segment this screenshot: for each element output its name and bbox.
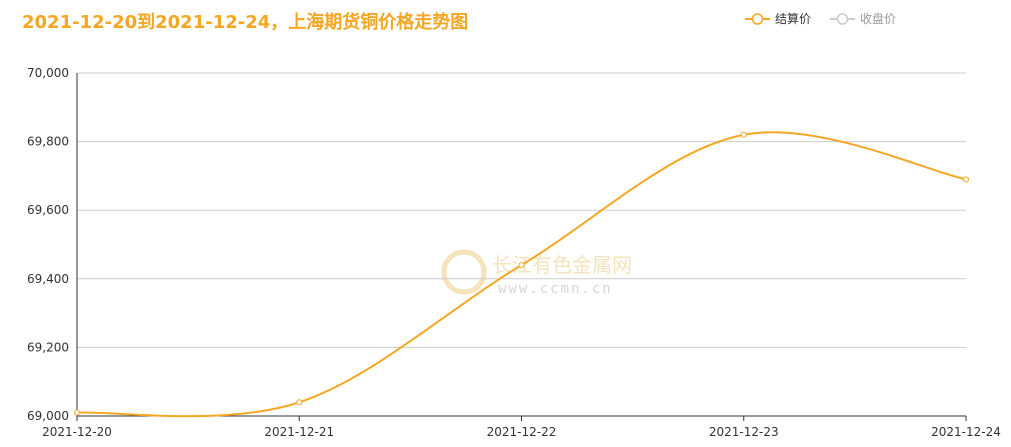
x-tick-label: 2021-12-24 <box>931 425 1001 439</box>
point <box>296 399 303 406</box>
watermark-logo <box>441 249 487 295</box>
x-tick-label: 2021-12-21 <box>264 425 334 439</box>
legend-marker <box>836 13 849 25</box>
y-tick-label: 69,800 <box>27 135 69 149</box>
legend-label: 结算价 <box>775 11 811 26</box>
y-tick-label: 69,400 <box>27 272 69 286</box>
x-tick-label: 2021-12-23 <box>709 425 779 439</box>
y-tick-label: 69,000 <box>27 409 69 423</box>
watermark-url: www.ccmn.cn <box>498 281 613 297</box>
y-tick-label: 70,000 <box>27 66 69 80</box>
point <box>518 262 525 269</box>
point <box>74 409 80 416</box>
y-tick-label: 69,600 <box>27 203 69 217</box>
point <box>963 176 969 183</box>
x-tick-label: 2021-12-20 <box>42 425 112 439</box>
watermark: 长江有色金属网 www.ccmn.cn <box>441 249 632 297</box>
point <box>740 131 747 138</box>
legend-marker <box>751 13 764 25</box>
x-tick-label: 2021-12-22 <box>487 425 557 439</box>
watermark-name: 长江有色金属网 <box>492 253 632 277</box>
chart-title: 2021-12-20到2021-12-24，上海期货铜价格走势图 <box>22 11 468 33</box>
legend-label: 收盘价 <box>860 11 896 26</box>
y-tick-label: 69,200 <box>27 340 69 354</box>
